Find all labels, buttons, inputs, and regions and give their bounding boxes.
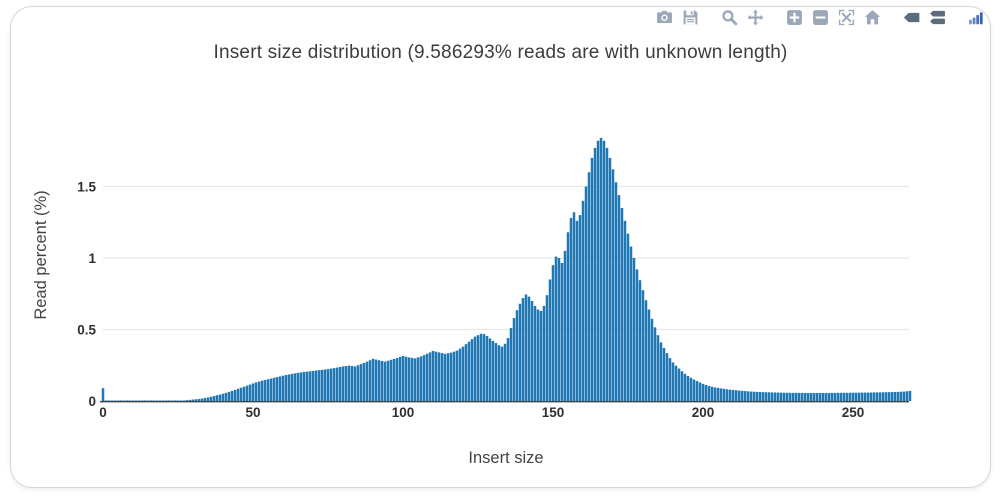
- modebar-group-logo: [961, 7, 987, 28]
- chart-card: [10, 6, 991, 488]
- camera-icon[interactable]: [654, 7, 675, 28]
- hover-compare-icon[interactable]: [927, 7, 948, 28]
- y-tick-label: 0: [88, 394, 96, 409]
- histogram-bars: [101, 137, 912, 402]
- hover-closest-icon[interactable]: [901, 7, 922, 28]
- pan-icon[interactable]: [745, 7, 766, 28]
- x-tick-label: 0: [99, 405, 107, 420]
- zoom-icon[interactable]: [719, 7, 740, 28]
- modebar-group-zoomscale: [779, 7, 883, 28]
- y-tick-label: 1.5: [77, 180, 96, 195]
- plotly-modebar: [636, 7, 987, 28]
- autoscale-icon[interactable]: [836, 7, 857, 28]
- x-tick-label: 200: [692, 405, 715, 420]
- modebar-group-dragmode: [714, 7, 766, 28]
- zoom-out-icon[interactable]: [810, 7, 831, 28]
- x-tick-label: 100: [392, 405, 415, 420]
- chart-title: Insert size distribution (9.586293% read…: [213, 42, 788, 63]
- y-tick-label: 0.5: [77, 323, 96, 338]
- x-tick-label: 150: [542, 405, 565, 420]
- y-tick-label: 1: [88, 251, 96, 266]
- home-icon[interactable]: [862, 7, 883, 28]
- y-axis-title: Read percent (%): [32, 190, 50, 319]
- modebar-group-hover: [896, 7, 948, 28]
- x-tick-label: 50: [245, 405, 260, 420]
- zoom-in-icon[interactable]: [784, 7, 805, 28]
- modebar-group-snapshot: [649, 7, 701, 28]
- x-axis-title: Insert size: [468, 449, 543, 467]
- plotly-logo-icon[interactable]: [966, 7, 987, 28]
- x-tick-label: 250: [842, 405, 865, 420]
- save-icon[interactable]: [680, 7, 701, 28]
